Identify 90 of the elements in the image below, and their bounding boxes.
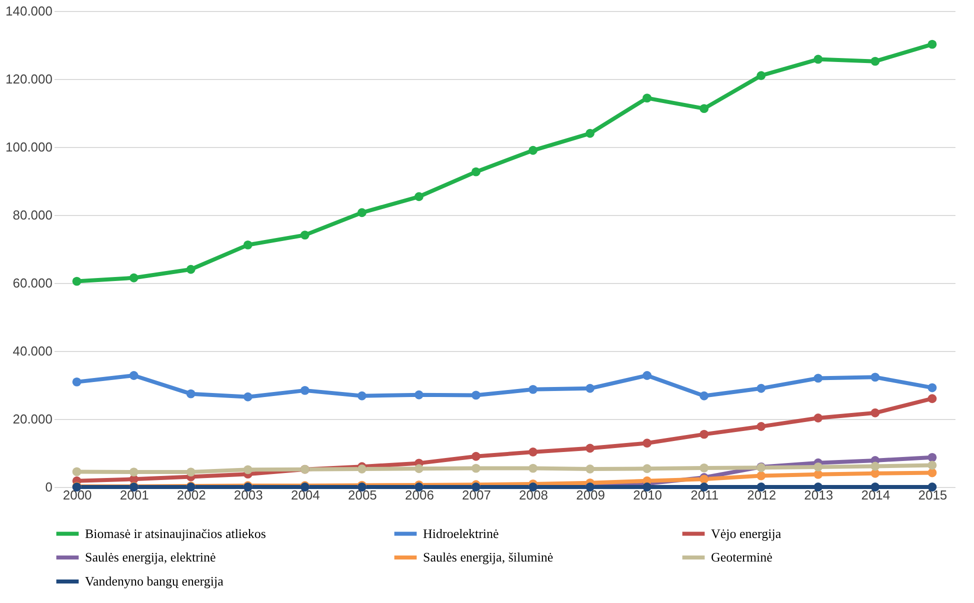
x-tick-label: 2000 [62,488,92,502]
y-tick-label: 140.000 [6,4,52,18]
point [700,104,709,114]
point [870,462,880,471]
point [700,463,709,472]
point [186,264,196,274]
point [243,465,252,474]
point [586,128,595,138]
point [642,438,652,448]
x-tick-label: 2010 [633,488,662,502]
x-tick-label: 2006 [405,488,434,502]
point [928,394,937,404]
point [814,374,823,383]
point [642,464,652,474]
point [586,444,595,453]
point [243,240,252,250]
point [186,468,196,477]
legend-label: Hidroelektrinė [423,526,500,541]
y-tick-label: 120.000 [6,72,52,86]
point [642,371,652,380]
x-tick-label: 2011 [690,488,719,502]
point [528,464,538,473]
point [72,377,82,386]
point [814,462,823,472]
point [528,448,538,456]
point [756,384,766,393]
point [756,471,766,480]
point [756,422,766,431]
point [357,391,366,400]
point [528,384,538,394]
y-tick-label: 20.000 [12,412,52,426]
point [300,230,310,240]
point [756,71,766,80]
legend-label: Biomasė ir atsinaujinačios atliekos [85,526,266,541]
x-tick-label: 2004 [290,488,320,502]
point [472,464,480,473]
point [586,464,595,474]
x-tick-label: 2014 [861,488,890,502]
legend-label: Geoterminė [711,550,773,564]
point [870,372,880,382]
point [472,167,480,176]
point [528,146,538,155]
x-tick-label: 2009 [576,488,605,502]
x-tick-label: 2008 [519,488,548,502]
legend-label: Vėjo energija [711,526,782,541]
point [814,470,823,479]
point [300,386,310,395]
point [129,273,138,282]
y-tick-label: 0 [45,480,52,494]
x-tick-label: 2001 [120,488,149,502]
legend-label: Saulės energija, šiluminė [423,550,554,564]
point [928,468,937,478]
point [870,408,880,418]
x-tick-label: 2002 [176,488,206,502]
point [72,276,82,286]
x-tick-label: 2005 [348,488,377,502]
x-tick-label: 2003 [234,488,263,502]
x-tick-label: 2007 [462,488,491,502]
x-tick-label: 2012 [747,488,776,502]
legend-label: Saulės energija, elektrinė [85,550,216,564]
point [814,414,823,422]
point [72,467,82,476]
point [700,430,709,439]
point [414,464,424,474]
point [414,390,424,400]
point [129,468,138,477]
legend-label: Vandenyno bangų energija [85,574,224,588]
y-tick-label: 80.000 [12,208,52,222]
point [700,391,709,400]
point [243,392,252,402]
point [870,56,880,66]
point [472,390,480,400]
point [928,383,937,392]
point [928,452,937,462]
point [814,54,823,64]
point [414,192,424,202]
point [472,452,480,461]
point [928,40,937,49]
point [642,94,652,103]
y-tick-label: 40.000 [12,344,52,358]
x-tick-label: 2015 [918,488,948,502]
point [357,208,366,218]
y-tick-label: 60.000 [12,276,52,290]
point [186,389,196,398]
point [357,464,366,474]
y-tick-label: 100.000 [6,140,52,154]
point [928,460,937,470]
point [586,384,595,393]
x-tick-label: 2013 [804,488,834,502]
point [129,371,138,380]
